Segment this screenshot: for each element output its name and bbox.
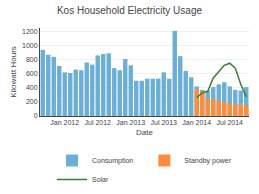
svg-text:Jul 2014: Jul 2014 xyxy=(217,119,244,126)
svg-text:Standby power: Standby power xyxy=(184,157,231,165)
svg-text:Kos Household Electricity Usag: Kos Household Electricity Usage xyxy=(57,5,203,16)
svg-text:Jan 2014: Jan 2014 xyxy=(182,119,211,126)
svg-text:0: 0 xyxy=(34,112,38,119)
svg-text:Consumption: Consumption xyxy=(92,157,133,165)
svg-text:Kilowatt Hours: Kilowatt Hours xyxy=(9,46,18,98)
svg-text:200: 200 xyxy=(26,98,38,105)
svg-text:Jul 2013: Jul 2013 xyxy=(151,119,178,126)
svg-text:1200: 1200 xyxy=(22,28,38,35)
svg-text:800: 800 xyxy=(26,56,38,63)
svg-text:400: 400 xyxy=(26,84,38,91)
svg-text:Solar: Solar xyxy=(92,176,109,183)
svg-text:Jul 2012: Jul 2012 xyxy=(85,119,112,126)
svg-text:Jan 2012: Jan 2012 xyxy=(50,119,79,126)
svg-text:Jan 2013: Jan 2013 xyxy=(116,119,145,126)
svg-text:600: 600 xyxy=(26,70,38,77)
svg-text:1000: 1000 xyxy=(22,42,38,49)
svg-text:Date: Date xyxy=(136,128,153,137)
